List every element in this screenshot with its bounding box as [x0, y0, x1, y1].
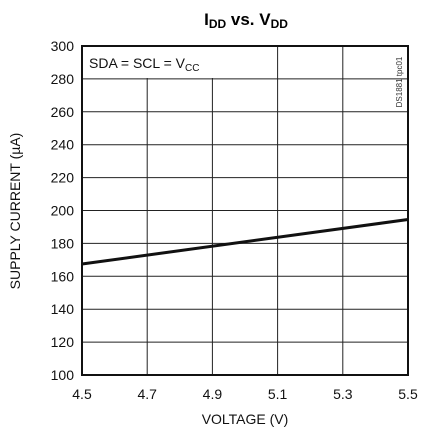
figure-id-label: DS1881 tpc01: [395, 56, 404, 107]
x-tick-label: 4.9: [203, 386, 223, 402]
data-series: [81, 218, 409, 266]
y-tick-label: 240: [51, 137, 75, 153]
y-tick-label: 260: [51, 104, 75, 120]
x-tick-label: 5.5: [398, 386, 418, 402]
y-tick-label: 180: [51, 235, 75, 251]
y-tick-label: 200: [51, 203, 75, 219]
annotation-subscript: CC: [185, 63, 199, 74]
x-tick-labels: 4.5 4.7 4.9 5.1 5.3 5.5: [72, 386, 418, 402]
title-part-1: I: [204, 10, 209, 29]
x-tick-label: 4.7: [137, 386, 157, 402]
title-subscript-1: DD: [209, 17, 227, 31]
y-tick-label: 160: [51, 268, 75, 284]
y-tick-label: 100: [51, 367, 75, 383]
plot-frame: [81, 45, 409, 376]
title-subscript-2: DD: [271, 17, 289, 31]
annotation-box: [83, 47, 213, 78]
series-line-1: [81, 218, 409, 266]
title-part-2: vs. V: [226, 10, 271, 29]
y-tick-label: 140: [51, 301, 75, 317]
annotation-main: SDA = SCL = V: [89, 55, 186, 71]
x-tick-label: 4.5: [72, 386, 92, 402]
y-tick-labels: 100 120 140 160 180 200 220 240 260 280 300: [51, 38, 75, 383]
y-tick-label: 300: [51, 38, 75, 54]
x-axis-label: VOLTAGE (V): [202, 411, 289, 427]
annotation-text: SDA = SCL = VCC: [89, 55, 199, 74]
y-tick-label: 280: [51, 71, 75, 87]
x-tick-label: 5.3: [333, 386, 353, 402]
y-tick-label: 120: [51, 334, 75, 350]
y-tick-label: 220: [51, 170, 75, 186]
grid-lines: [81, 45, 409, 376]
x-tick-label: 5.1: [268, 386, 288, 402]
chart-title: IDD vs. VDD: [204, 10, 288, 31]
y-axis-label: SUPPLY CURRENT (µA): [7, 133, 23, 290]
